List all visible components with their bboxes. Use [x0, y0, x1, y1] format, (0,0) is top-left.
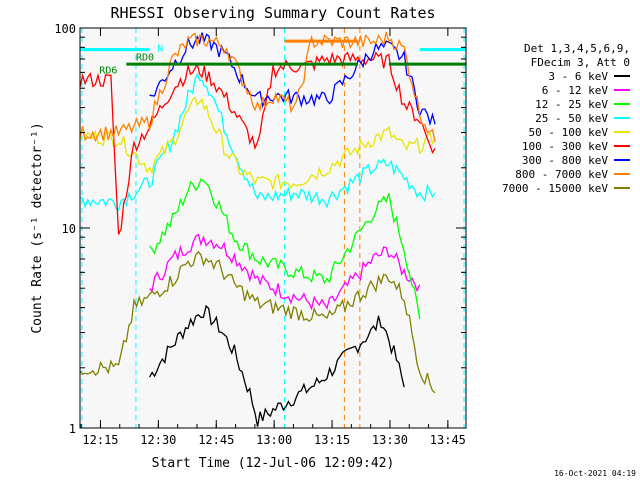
legend-label: 3 - 6 keV: [548, 70, 608, 83]
series-line-2: [149, 178, 421, 320]
series-line-3: [79, 72, 436, 212]
legend-label: 100 - 300 keV: [522, 140, 608, 153]
annotations: RD0 RD6 N: [99, 43, 163, 76]
series-line-1: [149, 233, 421, 311]
timestamp: 16-Oct-2021 04:19: [554, 469, 636, 478]
annotation-rd0: RD0: [136, 53, 154, 64]
x-tick-label: 13:30: [372, 433, 408, 447]
legend-label: 25 - 50 keV: [535, 112, 608, 125]
series-line-0: [148, 304, 405, 427]
legend-header-line-2: FDecim 3, Att 0: [531, 56, 630, 69]
y-tick-label: 1: [69, 422, 76, 436]
y-tick-label: 10: [62, 222, 76, 236]
series-layer: [79, 31, 466, 427]
series-line-5: [79, 51, 436, 235]
axis-ticks: 12:15 12:30 12:45 13:00 13:15 13:30 13:45 1 10 10…: [54, 22, 466, 447]
legend: Det 1,3,4,5,6,9, FDecim 3, Att 0 3 - 6 k…: [502, 42, 630, 195]
legend-label: 50 - 100 keV: [529, 126, 609, 139]
legend-label: 12 - 25 keV: [535, 98, 608, 111]
x-tick-label: 13:45: [430, 433, 466, 447]
chart-title: RHESSI Observing Summary Count Rates: [110, 4, 435, 22]
series-line-4: [79, 96, 436, 191]
x-tick-label: 13:15: [314, 433, 350, 447]
legend-label: 300 - 800 keV: [522, 154, 608, 167]
legend-header-line-1: Det 1,3,4,5,6,9,: [524, 42, 630, 55]
legend-label: 7000 - 15000 keV: [502, 182, 608, 195]
x-tick-label: 12:45: [198, 433, 234, 447]
legend-label: 6 - 12 keV: [542, 84, 609, 97]
series-line-7: [79, 31, 436, 143]
x-tick-label: 12:15: [82, 433, 118, 447]
y-axis-label: Count Rate (s⁻¹ detector⁻¹): [30, 122, 45, 333]
legend-label: 800 - 7000 keV: [515, 168, 608, 181]
annotation-n: N: [157, 43, 163, 54]
plot-area: [80, 28, 466, 428]
x-tick-label: 13:00: [256, 433, 292, 447]
x-axis-label: Start Time (12-Jul-06 12:09:42): [152, 456, 395, 471]
annotation-rd6: RD6: [99, 66, 117, 77]
x-tick-label: 12:30: [140, 433, 176, 447]
series-line-8: [79, 250, 436, 394]
y-tick-label: 100: [54, 22, 76, 36]
